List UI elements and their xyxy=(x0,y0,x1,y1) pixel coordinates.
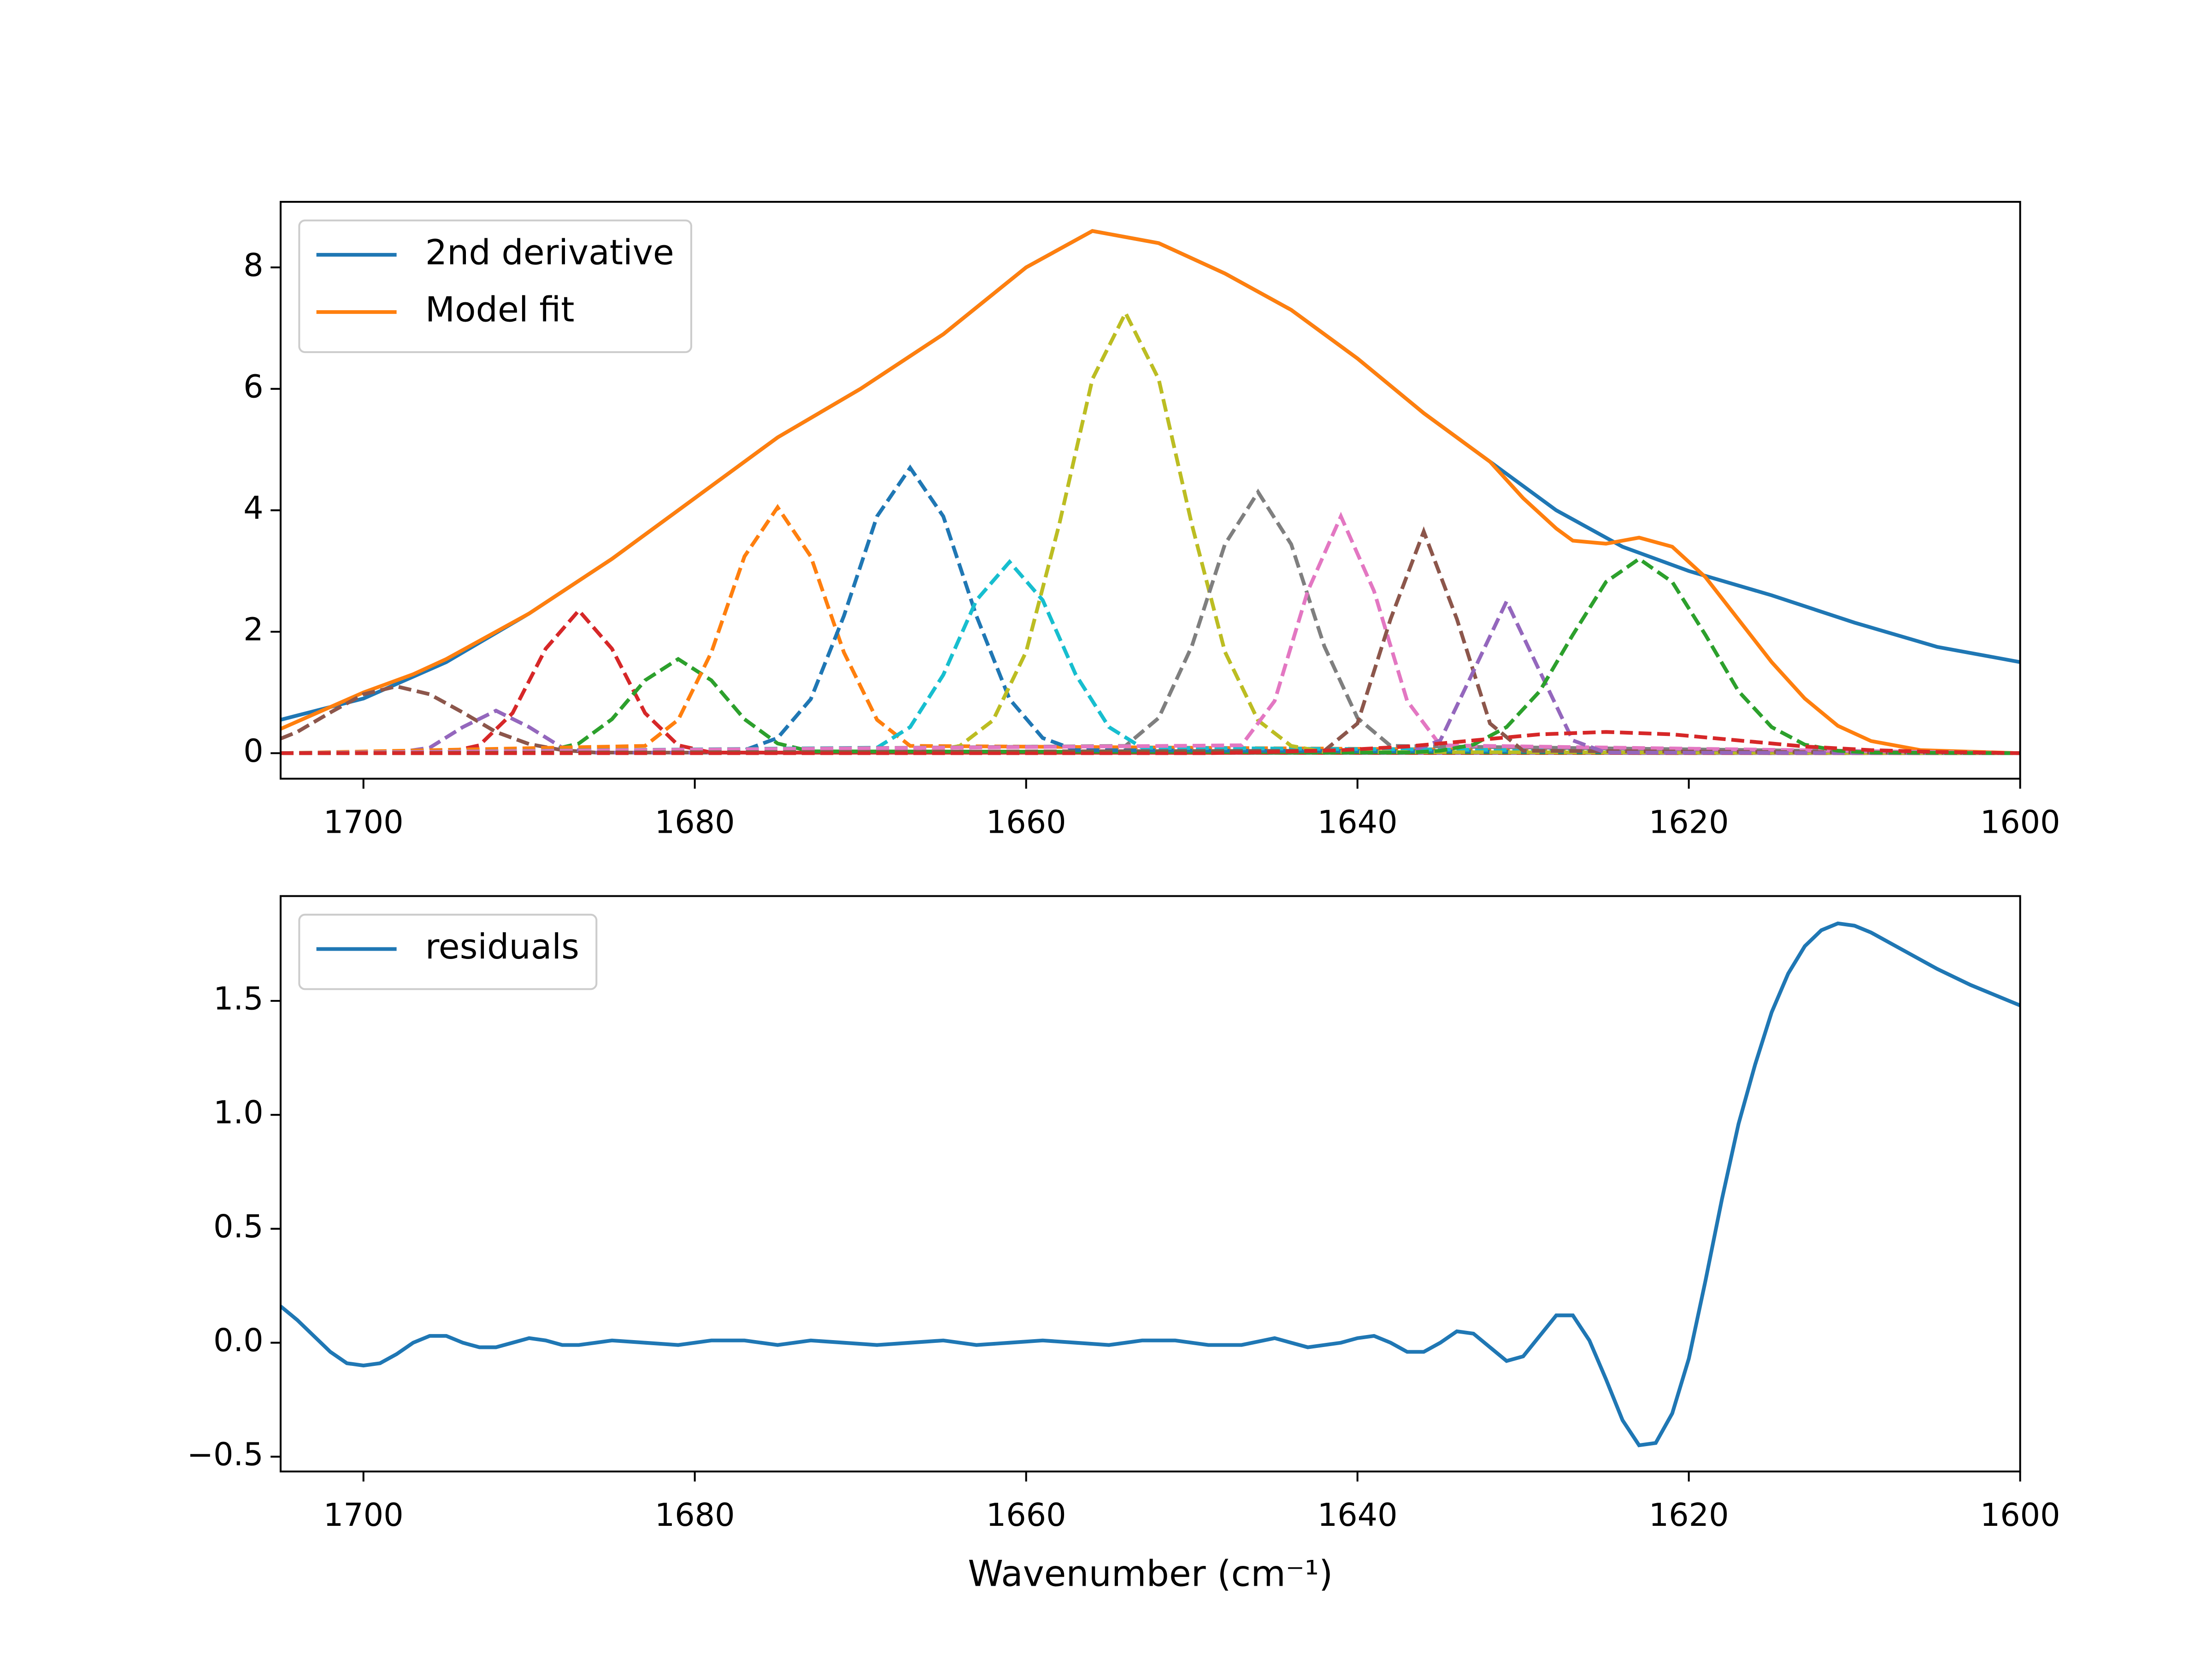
component-line xyxy=(280,309,2020,755)
component-line xyxy=(280,504,2020,755)
legend: residuals xyxy=(298,913,598,990)
axes-frame xyxy=(279,895,2021,1473)
x-tick-label: 1660 xyxy=(986,805,1066,841)
y-tick-label: 4 xyxy=(243,490,263,527)
x-tick-label: 1600 xyxy=(1980,805,2060,841)
x-tick-label: 1660 xyxy=(986,1497,1066,1534)
y-tick-label: 0 xyxy=(243,733,263,770)
legend-label: 2nd derivative xyxy=(425,232,674,272)
legend-box xyxy=(298,913,598,990)
legend-label: residuals xyxy=(425,927,579,967)
legend-label: Model fit xyxy=(425,290,575,330)
x-tick-label: 1700 xyxy=(324,1497,404,1534)
component-line xyxy=(280,526,2020,755)
y-tick-label: 0.5 xyxy=(213,1209,264,1245)
x-tick-label: 1680 xyxy=(655,1497,735,1534)
x-tick-label: 1640 xyxy=(1318,805,1398,841)
y-tick-label: 0.0 xyxy=(213,1323,264,1359)
x-tick-label: 1620 xyxy=(1649,1497,1729,1534)
component-line xyxy=(280,597,2020,755)
component-line xyxy=(280,512,2020,755)
y-tick-label: 6 xyxy=(243,369,263,405)
x-tick-label: 1640 xyxy=(1318,1497,1398,1534)
legend: 2nd derivative Model fit xyxy=(298,219,693,353)
series-line xyxy=(280,229,2020,755)
x-tick-label: 1700 xyxy=(324,805,404,841)
y-tick-label: 1.0 xyxy=(213,1095,264,1131)
legend-box xyxy=(298,219,693,353)
x-tick-label: 1600 xyxy=(1980,1497,2060,1534)
x-axis-label: Wavenumber (cm⁻¹) xyxy=(968,1553,1333,1594)
x-tick-label: 1680 xyxy=(655,805,735,841)
axes-frame xyxy=(279,200,2021,780)
y-tick-label: −0.5 xyxy=(187,1437,264,1473)
y-tick-label: 2 xyxy=(243,612,263,648)
component-line xyxy=(280,559,2020,755)
panel: 1700 1680 1660 1640 1620 1600 −0.5 0.0 0.5 1.0 1.5… xyxy=(187,895,2060,1594)
component-line xyxy=(280,684,2020,755)
component-line xyxy=(280,730,2020,755)
component-line xyxy=(280,488,2020,755)
series-line xyxy=(280,921,2020,1447)
component-line xyxy=(280,464,2020,755)
y-tick-label: 8 xyxy=(243,247,263,284)
y-tick-label: 1.5 xyxy=(213,981,264,1017)
x-tick-label: 1620 xyxy=(1649,805,1729,841)
panel: 1700 1680 1660 1640 1620 1600 0 2 4 6 8 2nd derivat… xyxy=(243,200,2060,841)
